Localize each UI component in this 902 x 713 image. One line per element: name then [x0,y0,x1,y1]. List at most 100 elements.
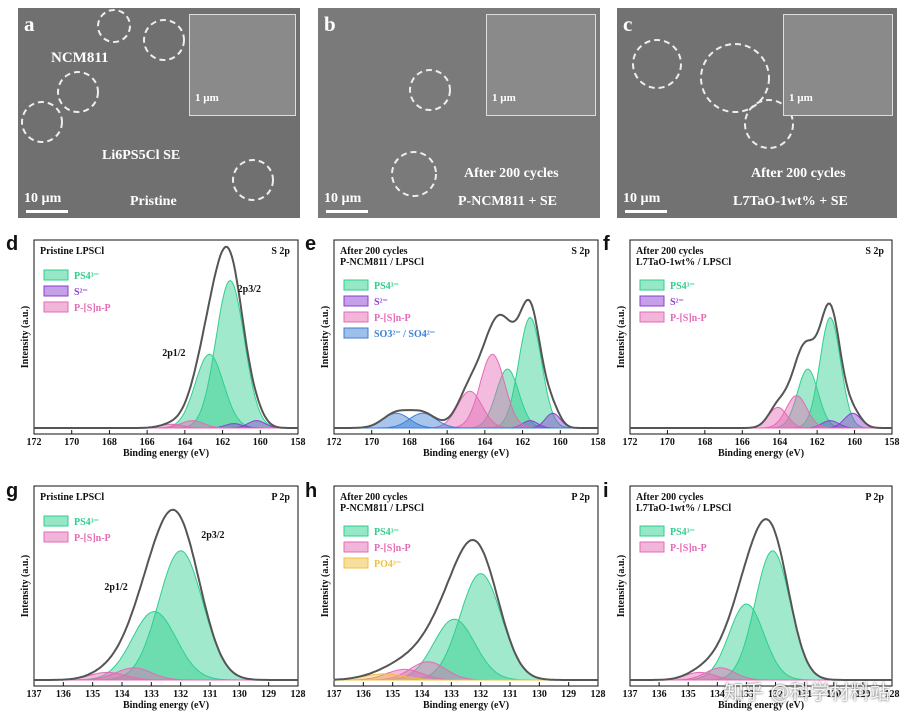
inset-b [486,14,596,116]
label-ncm811: NCM811 [51,50,109,66]
scale-line-c [625,210,667,213]
chart-i: i 137 136 135 134 133 132 131 130 129 128 Binding e… [603,480,900,711]
legend-label: P-[S]n-P [374,543,411,554]
label-pristine: Pristine [130,194,177,209]
scale-line-a [26,210,68,213]
legend-label: S²⁻ [374,297,388,308]
annotation-2p32: 2p3/2 [201,530,224,541]
watermark: 知乎 @科学材料站 [723,680,890,704]
legend-swatch [43,285,69,297]
envelope-h [333,538,598,681]
legend-swatch [343,541,369,553]
x-tick-label: 170 [64,437,79,448]
y-axis-label: Intensity (a.u.) [20,306,31,369]
x-tick-label: 131 [503,689,518,700]
x-axis-label: Binding energy (eV) [423,448,509,459]
sem-panel-c: c After 200 cycles L7TaO-1wt% + SE 10 µm… [617,8,897,218]
panel-letter-f: f [603,233,610,255]
x-tick-label: 131 [797,689,812,700]
chart-title: P-NCM811 / LPSCl [340,257,424,268]
x-tick-label: 136 [56,689,71,700]
x-axis-label: Binding energy (eV) [123,700,209,711]
peak-g-0-1 [34,611,298,681]
x-tick-label: 160 [253,437,268,448]
x-tick-label: 166 [440,437,455,448]
label-pncm-se: P-NCM811 + SE [458,194,557,209]
chart-title: L7TaO-1wt% / LPSCl [636,503,731,514]
x-tick-label: 170 [364,437,379,448]
x-tick-label: 135 [681,689,696,700]
legend-swatch [43,531,69,543]
x-tick-label: 168 [102,437,117,448]
x-tick-label: 166 [140,437,155,448]
legend-swatch [43,301,69,313]
chart-title: L7TaO-1wt% / LPSCl [636,257,731,268]
legend-label: S²⁻ [670,297,684,308]
x-tick-label: 133 [144,689,159,700]
envelope-i [630,518,892,681]
region-label: P 2p [865,492,884,503]
legend-label: PS4³⁻ [74,271,99,282]
legend-label: P-[S]n-P [74,303,111,314]
panel-letter-b: b [324,12,336,36]
x-tick-label: 164 [477,437,492,448]
y-axis-label: Intensity (a.u.) [616,306,627,369]
x-tick-label: 134 [710,689,725,700]
peak-f-0-0 [630,316,892,429]
envelope-e [334,298,598,429]
legend-label: PS4³⁻ [670,527,695,538]
x-tick-label: 128 [885,689,900,700]
panel-letter-c: c [623,12,633,36]
x-tick-label: 136 [652,689,667,700]
x-tick-label: 136 [356,689,371,700]
x-tick-label: 128 [591,689,606,700]
legend-swatch [343,525,369,537]
x-axis-label: Binding energy (eV) [123,448,209,459]
legend-swatch [343,279,369,291]
inset-scale-b: 1 µm [492,92,516,104]
y-axis-label: Intensity (a.u.) [20,555,31,618]
x-tick-label: 160 [553,437,568,448]
x-axis-label: Binding energy (eV) [423,700,509,711]
panel-letter-g: g [6,480,18,502]
x-tick-label: 129 [855,689,870,700]
annotation-2p32: 2p3/2 [238,284,261,295]
legend-swatch [43,269,69,281]
scale-bar-b: 10 µm [324,191,362,206]
scale-bar-a: 10 µm [24,191,62,206]
x-tick-label: 158 [291,437,306,448]
scale-bar-c: 10 µm [623,191,661,206]
x-tick-label: 164 [177,437,192,448]
chart-f: f 172 170 168 166 164 162 160 158 Binding energy … [603,233,900,459]
panel-letter-e: e [305,233,316,255]
x-tick-label: 132 [473,689,488,700]
y-axis-label: Intensity (a.u.) [616,555,627,618]
scale-line-b [326,210,368,213]
chart-title: After 200 cycles [636,492,704,503]
x-tick-label: 130 [826,689,841,700]
chart-title: After 200 cycles [636,246,704,257]
x-tick-label: 134 [115,689,130,700]
chart-title: After 200 cycles [340,246,408,257]
inset-a [189,14,296,116]
legend-swatch [639,541,665,553]
legend-swatch [343,327,369,339]
inset-scale-c: 1 µm [789,92,813,104]
legend-label: P-[S]n-P [670,313,707,324]
legend-swatch [639,525,665,537]
chart-g: g 137 136 135 134 133 132 131 130 129 128 Binding e… [6,480,306,711]
label-se: Li6PS5Cl SE [102,148,181,163]
label-after-cycles-c: After 200 cycles [751,166,846,181]
chart-title: P-NCM811 / LPSCl [340,503,424,514]
region-label: P 2p [271,492,290,503]
panel-letter-i: i [603,480,609,502]
x-tick-label: 158 [591,437,606,448]
x-tick-label: 162 [515,437,530,448]
legend-label: PO4³⁻ [374,559,401,570]
x-tick-label: 132 [768,689,783,700]
chart-title: Pristine LPSCl [40,492,104,503]
chart-title: Pristine LPSCl [40,246,104,257]
annotation-2p12: 2p1/2 [162,348,185,359]
legend-label: PS4³⁻ [74,517,99,528]
x-tick-label: 128 [291,689,306,700]
